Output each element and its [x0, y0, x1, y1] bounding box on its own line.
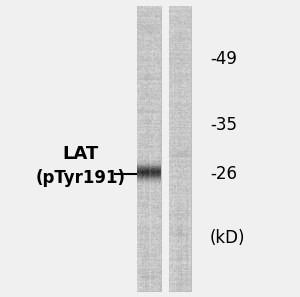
Bar: [169, 6, 190, 291]
Text: -49: -49: [210, 50, 237, 68]
Text: (kD): (kD): [210, 229, 245, 247]
Text: -35: -35: [210, 116, 237, 134]
Text: LAT: LAT: [63, 146, 99, 163]
Bar: [136, 6, 160, 291]
Text: -26: -26: [210, 165, 237, 183]
Text: (pTyr191): (pTyr191): [36, 169, 126, 187]
Bar: [160, 6, 169, 291]
